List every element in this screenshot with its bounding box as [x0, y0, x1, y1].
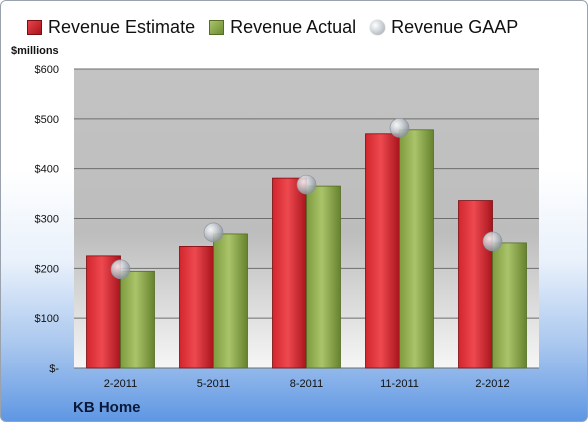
x-tick-label: 8-2011 — [290, 378, 323, 390]
y-tick-label: $100 — [35, 313, 59, 325]
legend-swatch-estimate — [27, 20, 42, 35]
bar-revenue-actual — [213, 233, 248, 369]
bar-revenue-actual — [399, 129, 434, 369]
legend-item-estimate: Revenue Estimate — [27, 17, 195, 38]
legend-label-estimate: Revenue Estimate — [48, 17, 196, 37]
x-tick-label: 11-2011 — [380, 378, 419, 390]
y-tick-label: $- — [49, 363, 59, 375]
legend: Revenue Estimate Revenue Actual Revenue … — [27, 17, 532, 38]
x-tick-label: 5-2011 — [197, 378, 230, 390]
legend-swatch-actual — [209, 20, 225, 35]
bar-revenue-estimate — [179, 246, 214, 369]
legend-item-gaap: Revenue GAAP — [370, 17, 518, 38]
y-tick-label: $400 — [35, 164, 59, 176]
bar-revenue-actual — [120, 270, 155, 369]
legend-item-actual: Revenue Actual — [209, 17, 356, 38]
y-tick-label: $500 — [35, 114, 59, 126]
point-revenue-gaap — [296, 174, 317, 195]
legend-label-gaap: Revenue GAAP — [391, 17, 519, 37]
y-tick-label: $600 — [35, 64, 59, 76]
y-tick-label: $200 — [35, 263, 59, 275]
bar-revenue-estimate — [272, 177, 307, 369]
bar-revenue-actual — [492, 242, 527, 369]
bar-revenue-estimate — [458, 200, 493, 369]
x-tick-label: 2-2012 — [475, 378, 509, 390]
point-revenue-gaap — [110, 259, 131, 280]
point-revenue-gaap — [203, 222, 224, 243]
legend-label-actual: Revenue Actual — [230, 17, 357, 37]
company-label: KB Home — [73, 399, 141, 416]
y-axis-unit-label: $millions — [11, 45, 59, 57]
x-tick-label: 2-2011 — [104, 378, 137, 390]
bar-revenue-actual — [306, 185, 341, 369]
legend-swatch-gaap — [370, 20, 386, 35]
point-revenue-gaap — [482, 231, 503, 252]
point-revenue-gaap — [389, 118, 410, 138]
bar-revenue-estimate — [365, 133, 400, 369]
y-tick-label: $300 — [35, 214, 59, 226]
